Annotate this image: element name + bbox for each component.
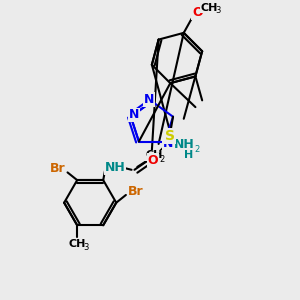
Text: O: O xyxy=(148,154,158,166)
Text: 2: 2 xyxy=(160,155,165,164)
Text: CH: CH xyxy=(68,238,86,249)
Text: H: H xyxy=(184,150,194,160)
Text: O: O xyxy=(192,6,202,19)
Text: N: N xyxy=(128,108,139,121)
Text: Br: Br xyxy=(128,184,143,198)
Text: N: N xyxy=(144,93,154,106)
Text: S: S xyxy=(165,129,175,143)
Text: N: N xyxy=(163,137,173,150)
Text: Br: Br xyxy=(50,162,66,175)
Text: CH: CH xyxy=(145,150,162,160)
Text: 3: 3 xyxy=(83,243,88,252)
Text: NH: NH xyxy=(174,138,195,151)
Text: NH: NH xyxy=(105,161,125,174)
Text: 2: 2 xyxy=(194,145,200,154)
Text: 3: 3 xyxy=(215,6,220,15)
Text: CH: CH xyxy=(200,3,218,13)
